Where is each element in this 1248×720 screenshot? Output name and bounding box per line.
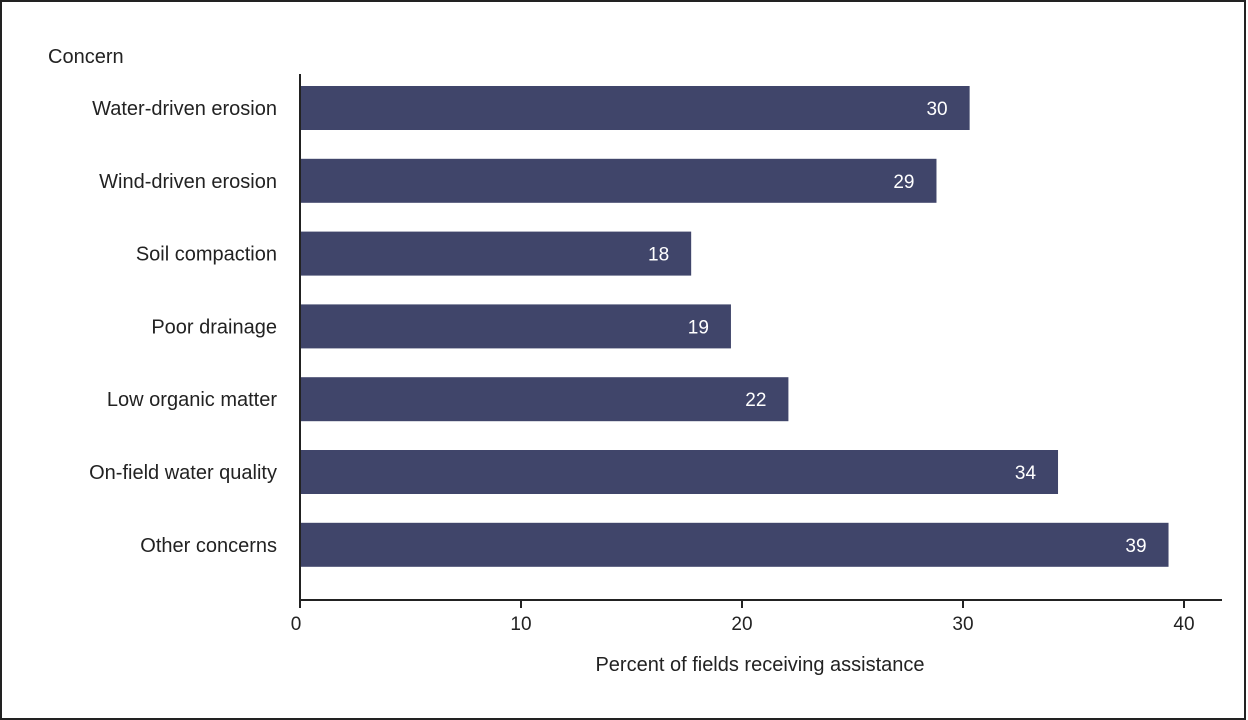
y-axis-title: Concern xyxy=(48,46,124,68)
bar-value-label: 19 xyxy=(688,317,709,338)
bar xyxy=(300,522,1169,567)
x-tick-label: 0 xyxy=(291,614,302,635)
category-label: Poor drainage xyxy=(151,316,277,338)
bar xyxy=(300,377,789,422)
category-label: On-field water quality xyxy=(89,462,277,484)
category-label: Soil compaction xyxy=(136,244,277,266)
category-label: Water-driven erosion xyxy=(92,98,277,120)
bar xyxy=(300,450,1059,494)
bar-value-label: 22 xyxy=(745,390,766,411)
bar xyxy=(300,158,937,203)
bar-value-label: 30 xyxy=(926,99,947,120)
bar xyxy=(300,86,970,130)
x-tick-label: 40 xyxy=(1173,614,1194,635)
category-label: Wind-driven erosion xyxy=(99,171,277,193)
bar-chart: Concern 30 29 18 19 22 34 39 Water-driven eros… xyxy=(48,46,1222,676)
x-tick-label: 10 xyxy=(510,614,531,635)
category-label: Other concerns xyxy=(140,535,277,557)
bar xyxy=(300,231,692,276)
bar-value-label: 29 xyxy=(893,172,914,193)
x-ticks-group: 0 10 20 30 40 xyxy=(291,600,1195,635)
category-label: Low organic matter xyxy=(107,389,277,411)
bars-group: 30 29 18 19 22 34 39 xyxy=(300,86,1169,567)
category-labels-group: Water-driven erosion Wind-driven erosion S… xyxy=(89,98,277,557)
x-tick-label: 30 xyxy=(952,614,973,635)
x-axis-title: Percent of fields receiving assistance xyxy=(595,654,924,676)
bar-value-label: 39 xyxy=(1125,536,1146,557)
bar xyxy=(300,304,731,349)
x-tick-label: 20 xyxy=(731,614,752,635)
bar-value-label: 34 xyxy=(1015,463,1037,484)
bar-value-label: 18 xyxy=(648,245,669,266)
